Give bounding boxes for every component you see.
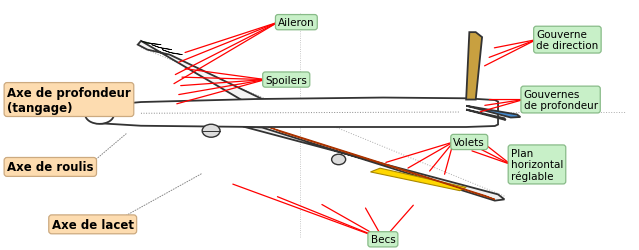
Polygon shape [371, 168, 466, 191]
Polygon shape [100, 98, 498, 128]
Polygon shape [466, 106, 520, 118]
Polygon shape [243, 127, 504, 201]
Polygon shape [138, 42, 268, 102]
Text: Axe de roulis: Axe de roulis [7, 161, 93, 174]
Text: Axe de lacet: Axe de lacet [52, 218, 134, 231]
Polygon shape [151, 46, 172, 51]
Polygon shape [141, 42, 161, 46]
Ellipse shape [85, 106, 114, 124]
Polygon shape [466, 110, 505, 120]
Text: Aileron: Aileron [278, 18, 314, 28]
Text: Axe de profondeur
(tangage): Axe de profondeur (tangage) [7, 86, 131, 114]
Ellipse shape [202, 125, 220, 138]
Polygon shape [162, 50, 182, 56]
Text: Spoilers: Spoilers [265, 75, 307, 85]
Text: Gouvernes
de profondeur: Gouvernes de profondeur [523, 90, 597, 111]
Polygon shape [466, 33, 482, 100]
Text: Volets: Volets [454, 138, 485, 147]
Text: Gouverne
de direction: Gouverne de direction [536, 30, 599, 51]
Text: Becs: Becs [371, 234, 396, 244]
Ellipse shape [332, 154, 346, 165]
Text: Plan
horizontal
réglable: Plan horizontal réglable [511, 148, 563, 182]
Polygon shape [268, 128, 495, 200]
